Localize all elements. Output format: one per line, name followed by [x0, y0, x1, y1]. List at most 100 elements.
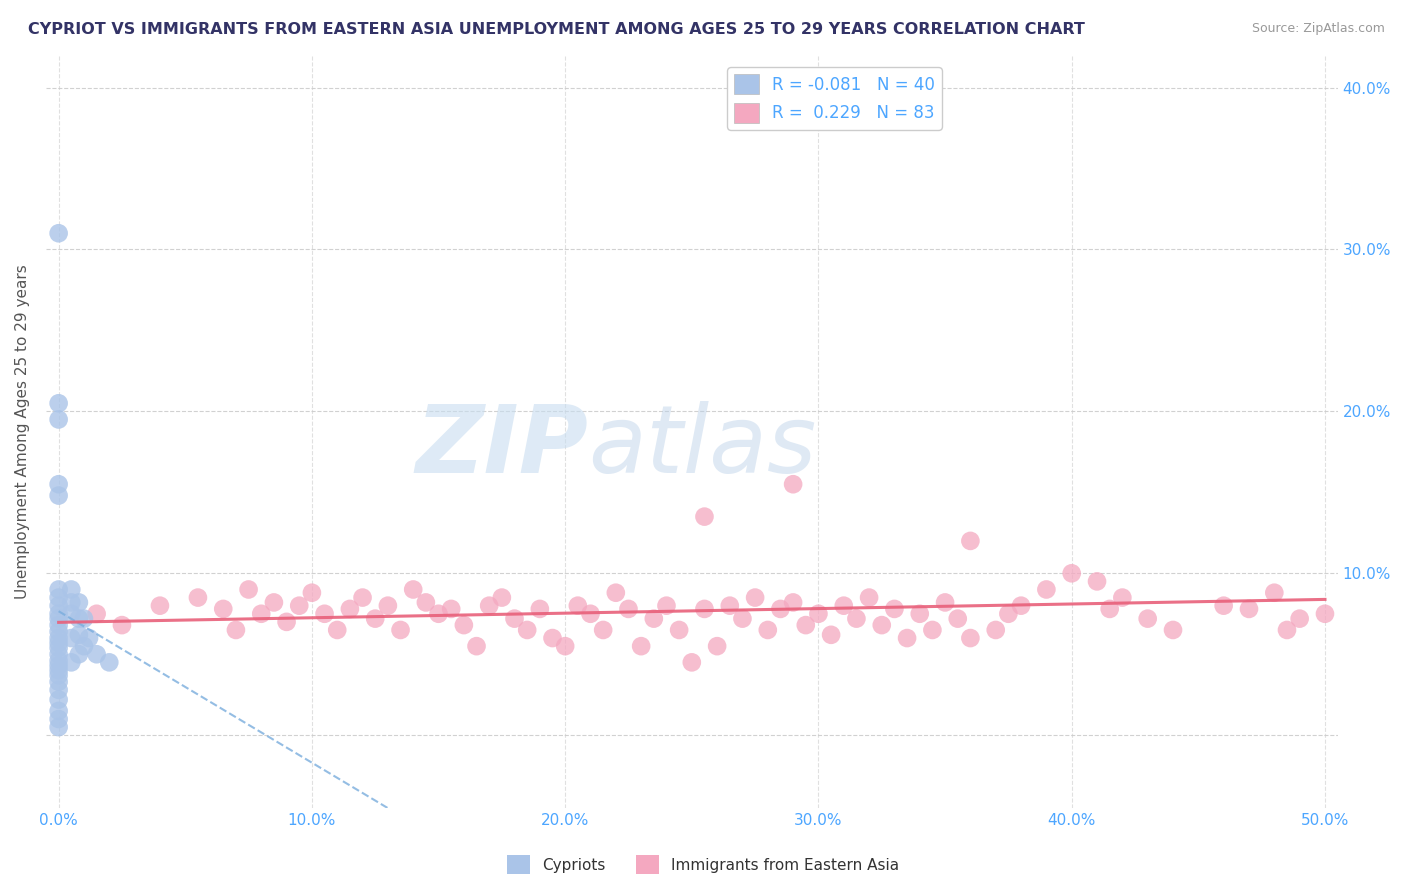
- Point: [668, 623, 690, 637]
- Point: [389, 623, 412, 637]
- Point: [48, 720, 70, 734]
- Point: [782, 595, 804, 609]
- Point: [681, 656, 703, 670]
- Point: [756, 623, 779, 637]
- Point: [731, 612, 754, 626]
- Point: [225, 623, 247, 637]
- Point: [48, 636, 70, 650]
- Point: [984, 623, 1007, 637]
- Point: [73, 612, 96, 626]
- Point: [48, 712, 70, 726]
- Point: [643, 612, 665, 626]
- Text: CYPRIOT VS IMMIGRANTS FROM EASTERN ASIA UNEMPLOYMENT AMONG AGES 25 TO 29 YEARS C: CYPRIOT VS IMMIGRANTS FROM EASTERN ASIA …: [28, 22, 1085, 37]
- Point: [111, 618, 134, 632]
- Point: [263, 595, 285, 609]
- Point: [48, 489, 70, 503]
- Point: [491, 591, 513, 605]
- Point: [48, 591, 70, 605]
- Point: [48, 618, 70, 632]
- Point: [592, 623, 614, 637]
- Point: [60, 656, 83, 670]
- Point: [288, 599, 311, 613]
- Point: [959, 631, 981, 645]
- Point: [807, 607, 830, 621]
- Point: [86, 647, 108, 661]
- Point: [402, 582, 425, 597]
- Point: [1035, 582, 1057, 597]
- Point: [48, 396, 70, 410]
- Point: [883, 602, 905, 616]
- Point: [1136, 612, 1159, 626]
- Point: [238, 582, 260, 597]
- Point: [541, 631, 564, 645]
- Point: [744, 591, 766, 605]
- Point: [921, 623, 943, 637]
- Point: [60, 631, 83, 645]
- Point: [453, 618, 475, 632]
- Point: [908, 607, 931, 621]
- Point: [529, 602, 551, 616]
- Point: [1060, 566, 1083, 581]
- Point: [655, 599, 678, 613]
- Point: [86, 607, 108, 621]
- Point: [48, 612, 70, 626]
- Point: [478, 599, 501, 613]
- Point: [946, 612, 969, 626]
- Point: [48, 664, 70, 678]
- Point: [858, 591, 880, 605]
- Point: [769, 602, 792, 616]
- Point: [187, 591, 209, 605]
- Point: [364, 612, 387, 626]
- Point: [794, 618, 817, 632]
- Point: [427, 607, 450, 621]
- Point: [48, 654, 70, 668]
- Point: [693, 509, 716, 524]
- Point: [48, 607, 70, 621]
- Point: [415, 595, 437, 609]
- Point: [1275, 623, 1298, 637]
- Point: [77, 631, 100, 645]
- Point: [48, 226, 70, 240]
- Point: [1313, 607, 1336, 621]
- Point: [276, 615, 298, 629]
- Point: [48, 674, 70, 689]
- Point: [60, 595, 83, 609]
- Point: [630, 639, 652, 653]
- Point: [48, 477, 70, 491]
- Point: [149, 599, 172, 613]
- Point: [1237, 602, 1260, 616]
- Point: [48, 640, 70, 655]
- Point: [48, 599, 70, 613]
- Point: [820, 628, 842, 642]
- Point: [617, 602, 640, 616]
- Point: [1212, 599, 1234, 613]
- Point: [60, 607, 83, 621]
- Point: [896, 631, 918, 645]
- Legend: Cypriots, Immigrants from Eastern Asia: Cypriots, Immigrants from Eastern Asia: [501, 849, 905, 880]
- Point: [73, 639, 96, 653]
- Point: [48, 631, 70, 645]
- Point: [567, 599, 589, 613]
- Point: [465, 639, 488, 653]
- Point: [67, 628, 90, 642]
- Point: [48, 692, 70, 706]
- Point: [352, 591, 374, 605]
- Point: [1288, 612, 1310, 626]
- Point: [782, 477, 804, 491]
- Point: [959, 533, 981, 548]
- Point: [997, 607, 1019, 621]
- Point: [48, 704, 70, 718]
- Point: [60, 582, 83, 597]
- Point: [516, 623, 538, 637]
- Point: [1263, 585, 1285, 599]
- Point: [1085, 574, 1108, 589]
- Point: [934, 595, 956, 609]
- Point: [1098, 602, 1121, 616]
- Point: [250, 607, 273, 621]
- Point: [67, 595, 90, 609]
- Point: [1161, 623, 1184, 637]
- Y-axis label: Unemployment Among Ages 25 to 29 years: Unemployment Among Ages 25 to 29 years: [15, 264, 30, 599]
- Text: Source: ZipAtlas.com: Source: ZipAtlas.com: [1251, 22, 1385, 36]
- Point: [212, 602, 235, 616]
- Point: [870, 618, 893, 632]
